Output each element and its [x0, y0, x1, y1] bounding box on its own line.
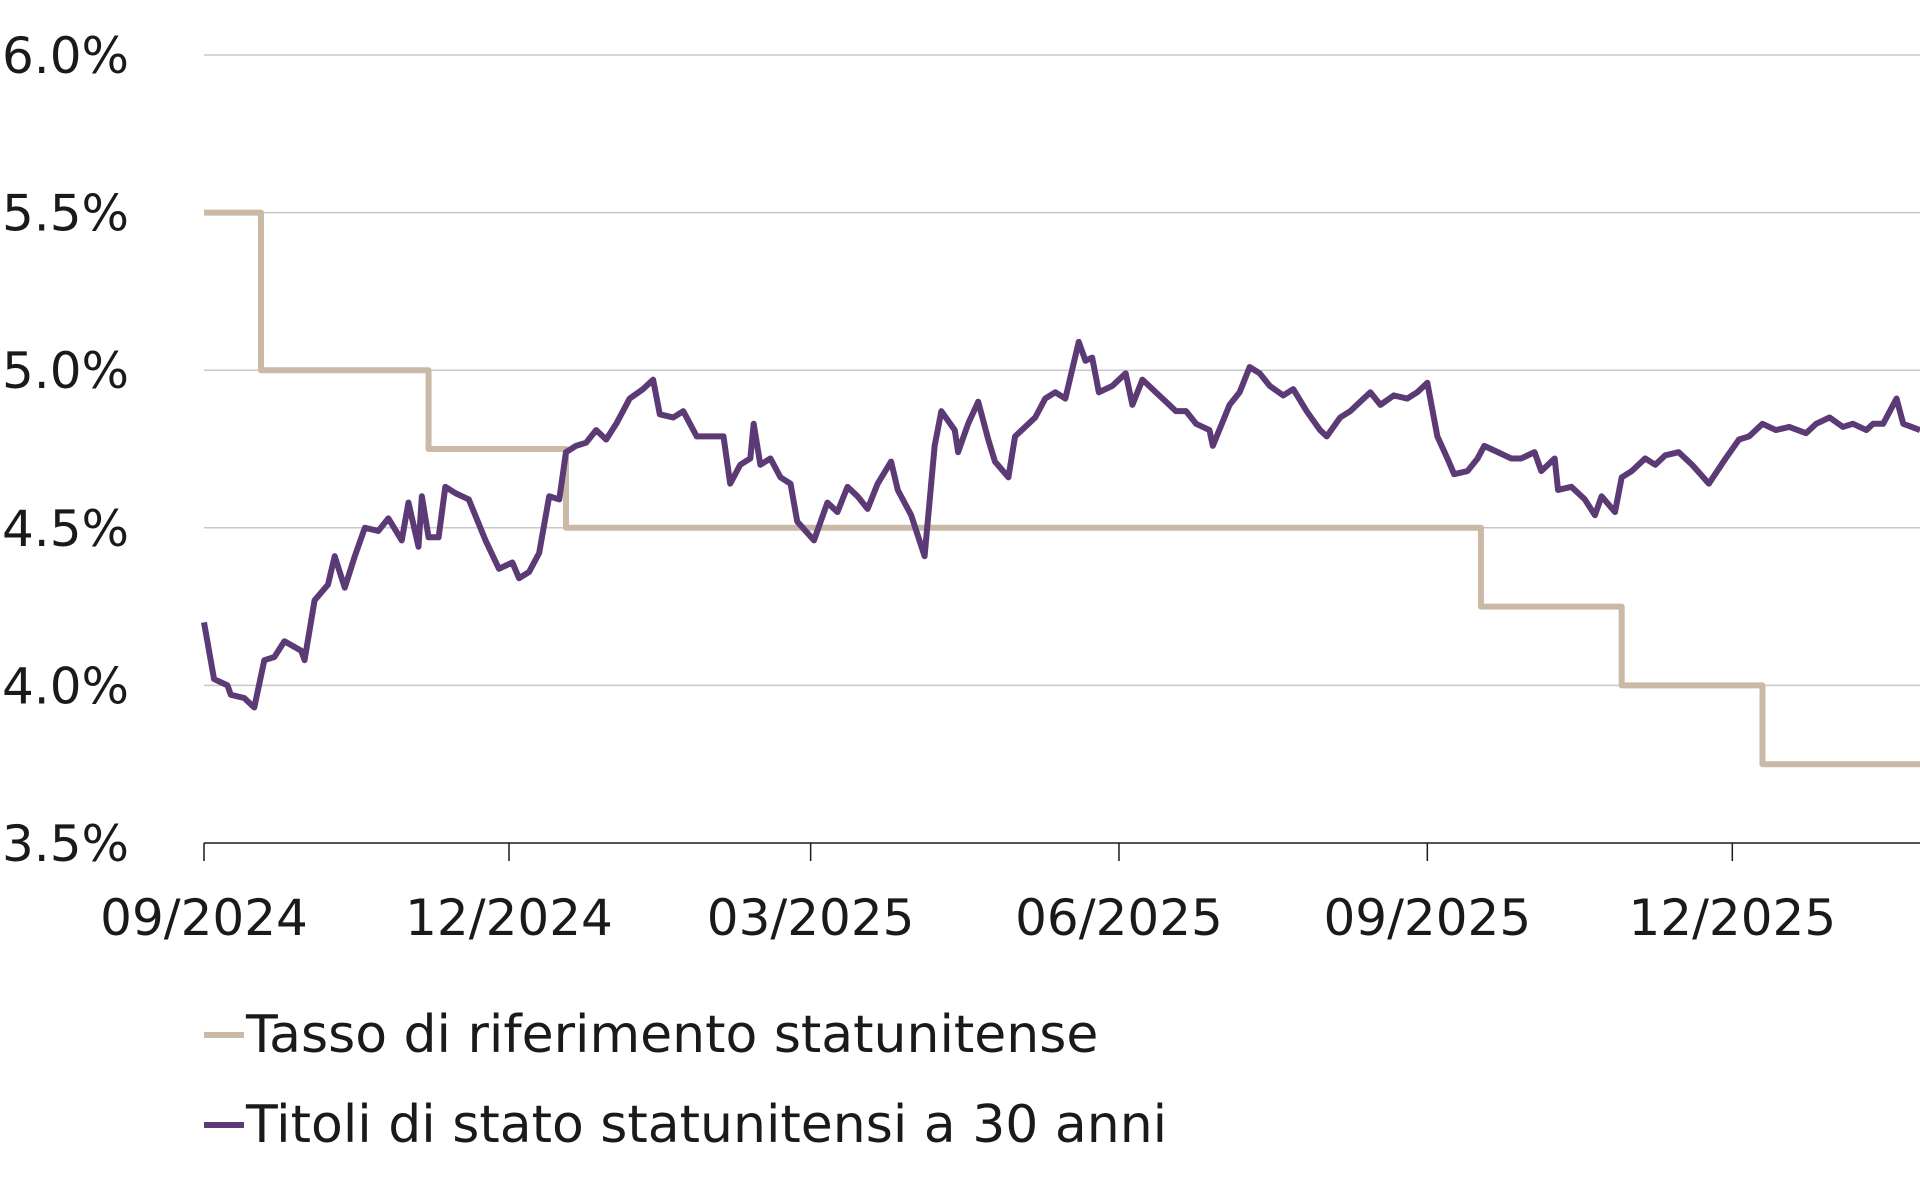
x-tick-label: 09/2024: [100, 889, 308, 947]
legend-swatch-30y-treasury: [204, 1122, 244, 1128]
legend-label-30y-treasury: Titoli di stato statunitensi a 30 anni: [246, 1095, 1168, 1155]
y-tick-label: 6.0%: [2, 27, 129, 85]
y-tick-label: 3.5%: [2, 815, 129, 873]
x-tick-label: 12/2024: [405, 889, 613, 947]
legend-item-30y-treasury: Titoli di stato statunitensi a 30 anni: [204, 1095, 1167, 1155]
series-line-fed-rate: [204, 209, 1920, 768]
legend-label-fed-rate: Tasso di riferimento statunitense: [246, 1005, 1099, 1065]
x-tick-label: 12/2025: [1628, 889, 1836, 947]
x-tick-label: 09/2025: [1323, 889, 1531, 947]
y-tick-label: 4.5%: [2, 500, 129, 558]
legend-item-fed-rate: Tasso di riferimento statunitense: [204, 1005, 1098, 1065]
series-line-30y-treasury: [201, 338, 1920, 711]
y-tick-label: 4.0%: [2, 657, 129, 715]
y-tick-label: 5.0%: [2, 342, 129, 400]
y-tick-label: 5.5%: [2, 185, 129, 243]
legend-swatch-fed-rate: [204, 1032, 244, 1038]
x-tick-label: 03/2025: [707, 889, 915, 947]
x-tick-label: 06/2025: [1015, 889, 1223, 947]
